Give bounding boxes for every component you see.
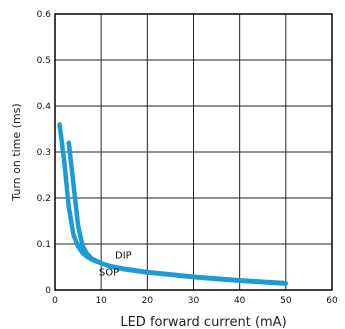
y-axis-label: Turn on time (ms) <box>10 103 23 201</box>
plot-frame <box>54 13 333 291</box>
y-tick-label: 0.2 <box>37 194 51 204</box>
y-tick-label: 0.4 <box>37 102 52 112</box>
series-lines <box>57 122 289 286</box>
y-tick-label: 0.5 <box>37 56 51 66</box>
x-tick-label: 20 <box>142 296 154 306</box>
y-tick-label: 0.3 <box>37 148 51 158</box>
grid <box>55 14 332 290</box>
x-tick-labels: 0 10 20 30 40 50 60 <box>52 296 338 306</box>
series-line-sop <box>66 140 289 286</box>
x-tick-label: 10 <box>95 296 107 306</box>
x-tick-label: 60 <box>326 296 338 306</box>
series-label-dip: DIP <box>115 251 132 262</box>
y-tick-label: 0.6 <box>37 10 52 20</box>
x-axis-label: LED forward current (mA) <box>120 315 286 329</box>
x-tick-label: 30 <box>188 296 200 306</box>
y-tick-label: 0 <box>45 286 51 296</box>
x-tick-label: 40 <box>234 296 246 306</box>
y-tick-labels: 0 0.1 0.2 0.3 0.4 0.5 0.6 <box>37 10 52 296</box>
series-label-sop: SOP <box>99 267 119 278</box>
x-tick-label: 0 <box>52 296 58 306</box>
x-tick-label: 50 <box>280 296 292 306</box>
y-tick-label: 0.1 <box>37 240 51 250</box>
